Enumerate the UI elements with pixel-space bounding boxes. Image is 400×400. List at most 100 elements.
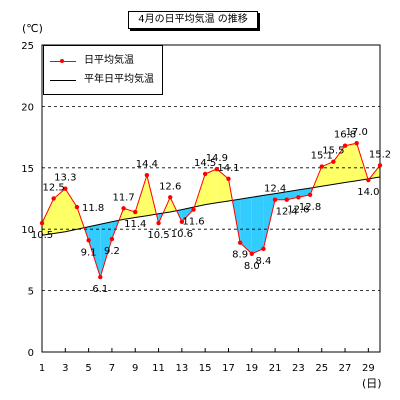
fill-below-normal (88, 224, 101, 278)
x-tick-1: 1 (39, 363, 45, 374)
data-label: 15.2 (369, 149, 391, 160)
data-label: 12.6 (287, 204, 309, 215)
legend-label-normal: 平年日平均気温 (84, 74, 154, 85)
data-point (237, 240, 243, 245)
data-point (74, 204, 80, 210)
data-label: 10.5 (31, 230, 53, 241)
legend-label-daily: 日平均気温 (84, 55, 134, 66)
data-label: 12.4 (264, 184, 286, 195)
fill-above-normal (65, 188, 77, 232)
y-tick-labels: 0 5 10 15 20 25 (21, 41, 34, 359)
fill-above-normal (42, 198, 54, 236)
data-label: 12.8 (299, 202, 321, 213)
fill-above-normal (53, 188, 66, 234)
fill-below-normal (275, 191, 287, 200)
data-label: 10.6 (171, 229, 193, 240)
fill-above-normal (216, 169, 229, 203)
x-tick-17: 17 (222, 363, 235, 374)
data-point (331, 159, 336, 164)
data-label: 9.1 (81, 247, 97, 258)
data-point (109, 236, 115, 242)
data-label: 10.5 (147, 230, 169, 241)
data-label: 8.9 (232, 250, 248, 261)
data-label: 15.5 (322, 146, 344, 157)
data-point (261, 246, 266, 252)
legend-entry-normal: 平年日平均気温 (50, 73, 160, 87)
data-point (296, 195, 301, 200)
data-label: 11.8 (82, 203, 104, 214)
fill-above-normal (345, 143, 357, 183)
x-tick-27: 27 (339, 363, 352, 374)
x-tick-5: 5 (85, 363, 91, 374)
x-tick-15: 15 (199, 363, 212, 374)
data-label: 14.0 (357, 187, 379, 198)
x-tick-9: 9 (132, 363, 138, 374)
x-tick-21: 21 (269, 363, 282, 374)
data-point (366, 177, 371, 183)
data-point (226, 176, 231, 182)
x-tick-23: 23 (292, 363, 305, 374)
x-tick-25: 25 (315, 363, 328, 374)
data-label: 14.4 (136, 159, 158, 170)
data-point (144, 172, 150, 178)
data-label: 8.4 (255, 256, 271, 267)
data-label: 14.5 (194, 158, 216, 169)
data-point (156, 220, 161, 226)
data-point (51, 196, 56, 201)
data-point (214, 166, 220, 172)
data-label: 12.5 (43, 183, 65, 194)
legend-entry-daily: 日平均気温 (50, 54, 160, 68)
data-label: 17.0 (346, 127, 368, 138)
data-point (121, 206, 126, 211)
data-label: 14.1 (217, 163, 239, 174)
legend-marker-daily (60, 59, 64, 63)
data-label: 11.7 (112, 192, 134, 203)
data-label: 8.0 (244, 261, 260, 272)
data-point (342, 143, 348, 148)
fill-above-normal (205, 169, 217, 205)
data-point (86, 238, 91, 243)
data-point (354, 141, 359, 146)
data-label: 6.1 (92, 284, 108, 295)
y-tick-15: 15 (21, 164, 34, 175)
x-tick-7: 7 (109, 363, 115, 374)
data-label: 12.6 (159, 181, 181, 192)
data-labels: 10.5 12.513.3 11.8 9.1 6.1 9.2 11.7 11.4 14.4 10.… (31, 127, 391, 295)
data-point (179, 219, 185, 225)
y-tick-5: 5 (28, 287, 34, 298)
data-label: 11.4 (124, 219, 146, 230)
x-tick-13: 13 (175, 363, 188, 374)
data-point (377, 163, 383, 168)
legend: 日平均気温 平年日平均気温 (43, 45, 163, 95)
data-point (39, 220, 45, 226)
data-point (202, 171, 208, 177)
data-label: 11.6 (182, 217, 204, 228)
y-tick-25: 25 (21, 41, 34, 52)
data-label: 12.4 (276, 207, 298, 218)
fill-below-normal (286, 189, 299, 200)
data-point (319, 164, 324, 169)
x-tick-19: 19 (245, 363, 258, 374)
gridlines (42, 106, 380, 292)
data-point (191, 207, 196, 212)
fill-below-normal (251, 195, 264, 254)
fill-below-normal (100, 221, 112, 278)
legend-swatch-normal (50, 80, 76, 81)
x-axis-unit: (日) (362, 377, 382, 390)
axes (41, 44, 381, 353)
chart-title: 4月の日平均気温 の推移 (128, 11, 258, 29)
data-point (284, 197, 289, 202)
fill-above-normal (123, 208, 136, 220)
data-label: 9.2 (104, 246, 120, 257)
fill-above-normal (333, 145, 345, 185)
data-point (272, 197, 278, 202)
data-label: 13.3 (54, 173, 76, 184)
x-tick-29: 29 (362, 363, 375, 374)
x-tick-11: 11 (152, 363, 165, 374)
series-line-normal (41, 176, 381, 236)
x-tick-3: 3 (62, 363, 68, 374)
x-tick-labels: 1 3 5 7 9 11 13 15 17 19 21 23 25 27 29 (39, 363, 375, 374)
data-point (168, 195, 173, 200)
y-axis-unit: (℃) (22, 22, 43, 35)
y-tick-20: 20 (21, 102, 34, 113)
